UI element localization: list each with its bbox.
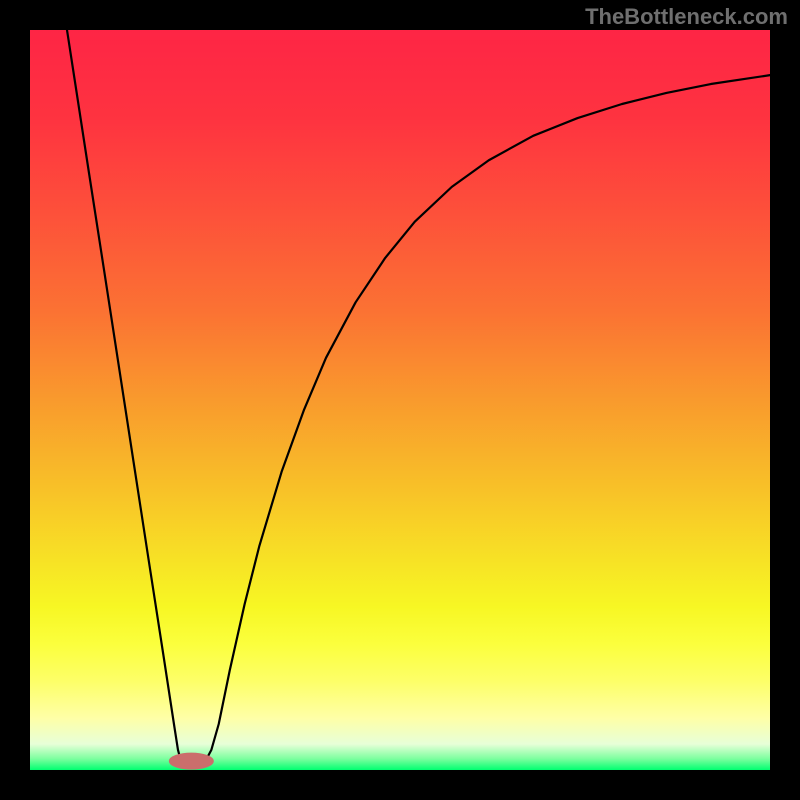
watermark-text: TheBottleneck.com [585, 4, 788, 30]
optimal-marker [169, 753, 213, 769]
plot-area [30, 30, 770, 770]
chart-container: TheBottleneck.com [0, 0, 800, 800]
bottleneck-chart [0, 0, 800, 800]
